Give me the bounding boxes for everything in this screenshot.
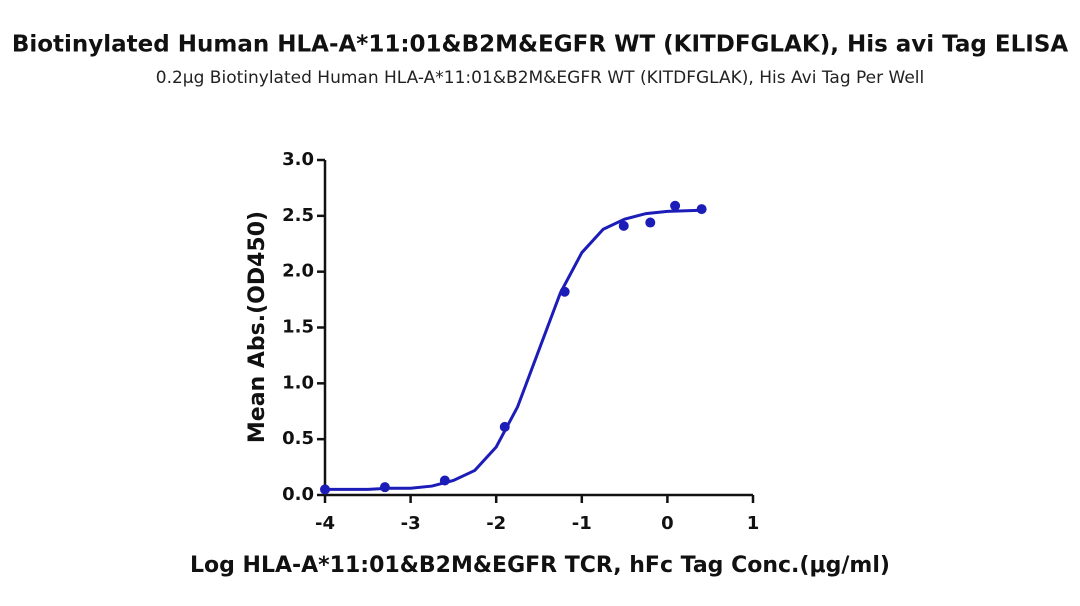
y-tick-label: 3.0	[282, 149, 314, 170]
x-tick-label: 0	[661, 513, 674, 534]
x-tick-label: -3	[401, 513, 421, 534]
x-tick-label: -4	[315, 513, 335, 534]
x-tick-label: 1	[747, 513, 760, 534]
data-point	[670, 200, 681, 211]
y-axis-label: Mean Abs.(OD450)	[245, 211, 270, 443]
y-tick-label: 0.5	[282, 428, 314, 449]
y-tick-label: 1.5	[282, 317, 314, 338]
y-tick-label: 2.0	[282, 261, 314, 282]
data-point	[645, 217, 656, 228]
y-tick-label: 0.0	[282, 484, 314, 505]
data-point	[618, 220, 629, 231]
chart-title: Biotinylated Human HLA-A*11:01&B2M&EGFR …	[12, 32, 1069, 58]
x-axis-label: Log HLA-A*11:01&B2M&EGFR TCR, hFc Tag Co…	[190, 553, 890, 578]
y-tick-label: 2.5	[282, 205, 314, 226]
x-tick-label: -1	[572, 513, 592, 534]
chart-subtitle: 0.2μg Biotinylated Human HLA-A*11:01&B2M…	[156, 68, 924, 88]
fit-curve	[325, 208, 702, 491]
x-tick-label: -2	[486, 513, 506, 534]
y-tick-label: 1.0	[282, 372, 314, 393]
